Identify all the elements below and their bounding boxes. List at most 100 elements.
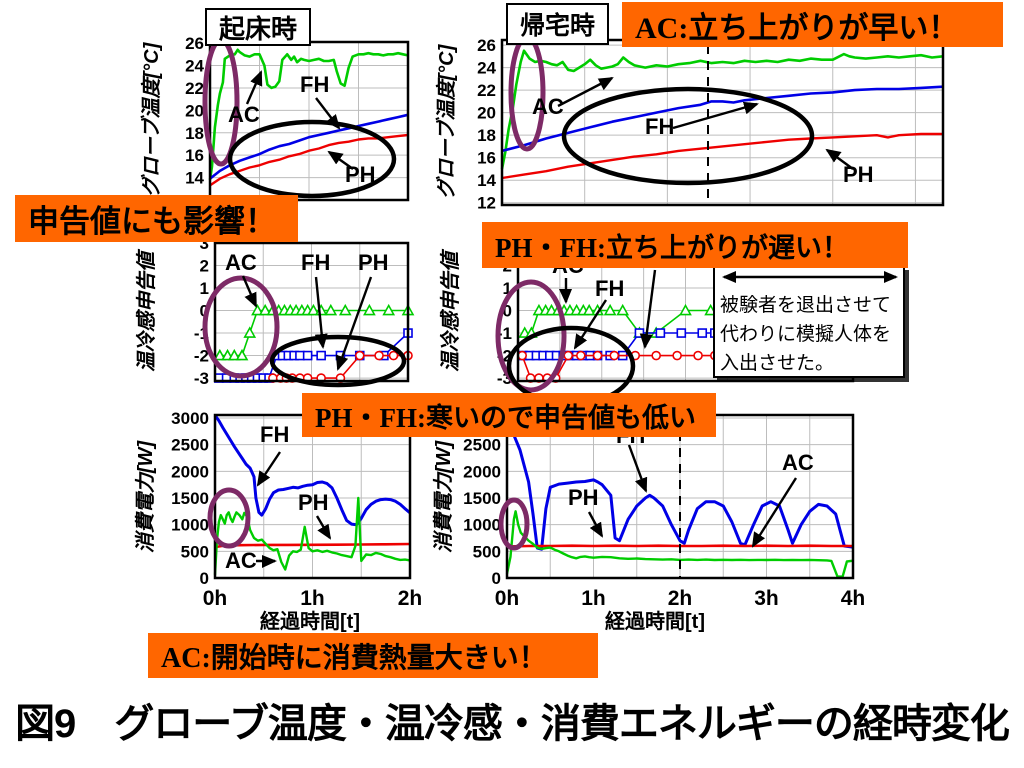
y-axis-label: 消費電力[W] [432,440,455,554]
x-tick-label: 1h [300,587,325,610]
banner-phfh-cold: PH・FH:寒いので申告値も低い [302,393,716,437]
return-temp-fh-arrow [672,101,759,130]
y-tick-label: 14 [477,171,496,190]
y-tick-label: 16 [185,146,204,165]
PH-marker [609,350,620,361]
AC-marker [213,348,227,361]
y-tick-label: 1000 [171,516,209,535]
wake-power-ph-arrow [315,515,332,540]
FH-line [505,417,854,551]
wake-sensation-fh-label: FH [301,250,330,275]
y-tick-label: 22 [477,81,496,100]
wake-temp-fh-label: FH [300,72,329,97]
AC-marker [235,348,249,361]
wake-power-ac-label: AC [225,548,257,573]
y-tick-label: 500 [181,542,209,561]
AC-marker [679,303,692,316]
x-tick-label: 0h [495,587,520,610]
PH-marker [563,350,574,361]
FH-marker [316,350,326,361]
AC-marker [243,326,257,338]
return-power-ac-arrow [751,477,798,548]
return-temp-chart: 12 14 16 18 20 22 24 26 グローブ温度[°C] [435,36,945,213]
y-tick-label: 2000 [171,462,209,481]
y-tick-label: 2000 [463,462,501,481]
y-axis-label: 温冷感申告値 [135,248,158,372]
y-tick-label: 3000 [171,409,209,428]
x-tick-label: 2h [398,587,423,610]
wake-temp-ac-label: AC [228,102,260,127]
wake-sensation-ac-label: AC [225,250,257,275]
y-axis-label: グローブ温度[°C] [435,43,458,199]
banner-affects-reported: 申告値にも影響！ [15,195,298,242]
wake-power-ph-label: PH [298,490,329,515]
AC-marker [363,303,376,316]
return-sensation-fh-label: FH [595,276,624,301]
PH-line [501,132,943,180]
AC-marker [258,303,272,316]
y-tick-label: 26 [477,36,496,55]
y-tick-label: 1500 [171,489,209,508]
y-tick-label: 1000 [463,516,501,535]
note-box: 被験者を退出させて 代わりに模擬人体を 入出させた。 [713,266,905,378]
black-oval-return-temp [561,86,815,186]
PH-marker [576,350,586,361]
FH-marker [697,328,708,338]
y-tick-label: 18 [477,126,496,145]
FH-marker [295,350,305,361]
PH-marker [388,350,399,361]
AC-marker [307,303,320,316]
AC-marker [324,303,338,316]
AC-marker [603,303,617,316]
purple-oval-return-sensation [495,279,567,393]
return-temp-fh-label: FH [645,114,674,139]
y-tick-label: 22 [185,79,204,98]
FH-line [501,85,944,153]
wake-sensation-ph-arrow [335,276,373,371]
y-axis-label: 消費電力[W] [134,440,157,554]
y-tick-label: 500 [473,542,501,561]
AC-line [505,510,854,578]
FH-line [213,414,411,527]
banner-phfh-slow: PH・FH:立ち上がりが遅い！ [482,222,908,268]
x-axis-label: 経過時間[t] [605,609,705,633]
series [208,48,409,187]
y-tick-label: 16 [477,149,496,168]
x-tick-label: 0h [203,587,228,610]
wake-sensation-ac-arrow [241,275,258,308]
AC-marker [582,303,596,316]
wake-power-fh-label: FH [260,422,289,447]
y-tick-label: 0 [200,569,209,588]
y-tick-label: 0 [503,302,512,321]
PH-marker [592,350,603,361]
y-tick-label: 2500 [463,436,501,455]
return-sensation-ph-arrow [639,269,657,349]
wake-sensation-fh-arrow [314,276,328,349]
x-tick-label: 2h [668,587,693,610]
return-power-ac-label: AC [782,450,814,475]
y-tick-label: 26 [185,34,204,53]
PH-marker [374,350,384,361]
FH-marker [676,328,687,338]
note-line-3: 入出させた。 [720,353,835,374]
y-tick-label: 24 [477,59,496,78]
wake-temp-ac-arrow [245,70,263,105]
FH-marker [655,328,666,338]
y-tick-label: 2 [200,257,209,276]
AC-marker [338,303,352,316]
y-axis-label: 温冷感申告値 [439,248,462,372]
AC-line [213,496,411,575]
return-power-chart: 0500100015002000250030000h1h2h3h4h消費電力[W… [432,409,865,633]
y-tick-label: 20 [185,101,204,120]
purple-oval-wake-sensation [202,275,280,379]
wake-sensation-ph-label: PH [358,250,389,275]
PH-marker [517,350,527,361]
PH-marker [354,350,365,361]
note-line-2: 代わりに模擬人体を [720,324,892,345]
return-temp-ph-arrow [825,148,854,170]
y-tick-label: 1500 [463,489,501,508]
FH-marker [634,328,645,338]
FH-line [209,113,409,180]
